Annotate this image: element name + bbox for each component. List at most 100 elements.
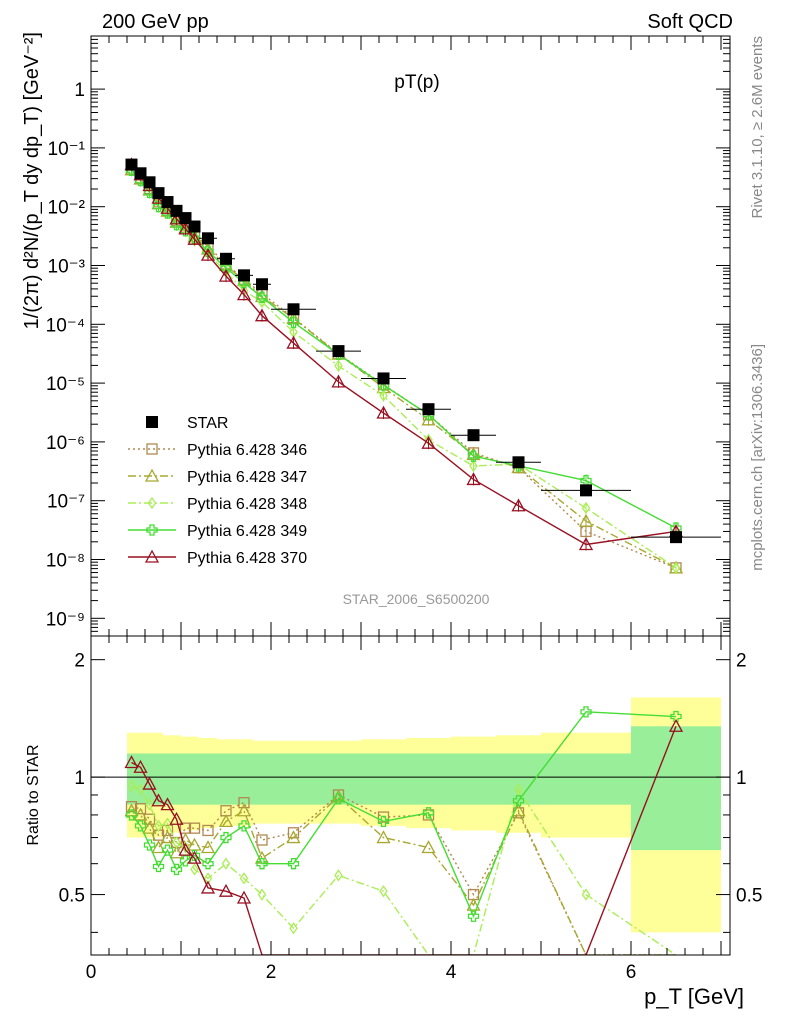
- ratio-point-3: [125, 809, 138, 821]
- ratio-point-1: [133, 807, 148, 821]
- legend-item-2: Pythia 6.428 348: [128, 496, 307, 513]
- star-point: [467, 429, 480, 442]
- series-point-4: [236, 287, 252, 301]
- ratio-point-4: [200, 880, 216, 894]
- ratio-point-3: [512, 795, 525, 807]
- series-point-4: [578, 537, 594, 551]
- main-data-layer: [124, 157, 721, 575]
- ratio-band-inner: [163, 753, 172, 805]
- star-point: [188, 220, 201, 233]
- star-point: [580, 484, 592, 497]
- ratio-point-1: [200, 840, 216, 854]
- ratio-point-0: [161, 824, 174, 837]
- ratio-point-1: [142, 820, 157, 834]
- ratio-point-1: [160, 830, 175, 844]
- ratio-axes: 0 2 4 6 0.5 0.5 1 1 2 2: [59, 636, 762, 983]
- y-tick-label: 10⁻⁶: [46, 433, 85, 454]
- ratio-point-1: [218, 814, 234, 828]
- series-point-4: [254, 308, 270, 322]
- series-line-2: [130, 165, 677, 569]
- star-point: [512, 456, 525, 469]
- legend-label-star: STAR: [187, 415, 228, 432]
- series-point-3: [287, 316, 300, 328]
- legend-item-1: Pythia 6.428 347: [128, 468, 307, 486]
- series-point-2: [469, 459, 478, 473]
- series-point-4: [376, 405, 391, 419]
- ratio-point-3: [134, 820, 147, 832]
- ratio-point-4: [668, 718, 684, 732]
- x-axis-label: p_T [GeV]: [644, 984, 744, 1009]
- star-point: [238, 269, 250, 282]
- star-point: [422, 403, 435, 416]
- ratio-point-2: [289, 922, 298, 935]
- series-point-2: [581, 501, 591, 515]
- ratio-point-0: [202, 824, 214, 837]
- header-left-label: 200 GeV pp: [102, 11, 209, 33]
- ratio-point-4: [142, 776, 157, 790]
- ratio-data-layer: [91, 697, 730, 955]
- ratio-point-3: [422, 807, 435, 819]
- ratio-band-inner: [217, 753, 235, 805]
- legend-marker-3: [146, 524, 158, 536]
- series-point-4: [200, 247, 216, 261]
- ratio-point-1: [151, 840, 166, 854]
- star-point: [220, 252, 232, 265]
- ratio-point-2: [239, 872, 249, 885]
- ratio-point-2: [257, 888, 267, 901]
- ratio-point-1: [169, 845, 184, 859]
- star-point: [152, 187, 165, 200]
- y-tick-label: 10⁻²: [48, 198, 86, 219]
- analysis-watermark: STAR_2006_S6500200: [343, 591, 490, 607]
- ratio-point-3: [238, 820, 250, 832]
- ratio-tick-label-right: 1: [736, 768, 747, 789]
- ratio-point-0: [143, 813, 156, 825]
- ratio-point-2: [221, 857, 231, 870]
- legend: STAR Pythia 6.428 346 Pythia 6.428 347 Pyth…: [128, 415, 307, 567]
- y-axis-label: 1/(2π) d²N/(p_T dy dp_T) [GeV⁻²]: [21, 32, 43, 329]
- ratio-point-0: [238, 797, 250, 809]
- ratio-point-2: [145, 798, 154, 811]
- ratio-point-4: [236, 890, 252, 904]
- y-tick-label: 10⁻⁷: [47, 492, 85, 513]
- ratio-point-4: [178, 842, 193, 856]
- ratio-point-3: [287, 858, 300, 870]
- series-point-4: [511, 498, 526, 512]
- ratio-point-0: [134, 803, 147, 815]
- legend-marker-1: [144, 468, 160, 482]
- ratio-point-3: [220, 831, 232, 844]
- ratio-point-2: [190, 863, 199, 876]
- legend-label-0: Pythia 6.428 346: [187, 442, 307, 459]
- y-tick-label: 10⁻⁸: [46, 550, 85, 571]
- legend-item-3: Pythia 6.428 349: [128, 523, 307, 540]
- ratio-line-0: [131, 794, 676, 955]
- ratio-band-inner: [235, 753, 253, 805]
- star-point: [170, 204, 183, 217]
- main-axes: 10⁻⁹ 10⁻⁸ 10⁻⁷ 10⁻⁶ 10⁻⁵ 10⁻⁴ 10⁻³ 10⁻² 10⁻¹ 1: [46, 35, 730, 637]
- series-point-4: [331, 374, 346, 388]
- ratio-tick-label: 2: [74, 651, 85, 672]
- ratio-band-inner: [199, 753, 217, 805]
- star-point: [202, 232, 214, 245]
- series-point-3: [256, 291, 268, 303]
- ratio-band-inner: [253, 753, 271, 805]
- star-point: [287, 303, 300, 316]
- series-point-2: [379, 389, 388, 402]
- ratio-tick-label: 0.5: [59, 886, 85, 907]
- y-tick-label: 10⁻⁵: [46, 374, 85, 395]
- main-panel: 10⁻⁹ 10⁻⁸ 10⁻⁷ 10⁻⁶ 10⁻⁵ 10⁻⁴ 10⁻³ 10⁻² 10⁻¹ 1 pT…: [21, 32, 731, 637]
- ratio-point-0: [188, 822, 201, 834]
- ratio-band-inner: [271, 753, 316, 805]
- series-point-1: [421, 412, 436, 426]
- x-tick-label: 2: [266, 962, 277, 983]
- ratio-point-3: [256, 858, 268, 870]
- ratio-point-3: [152, 860, 165, 873]
- series-point-3: [179, 225, 192, 237]
- series-line-4: [130, 164, 677, 546]
- ratio-panel: 0 2 4 6 0.5 0.5 1 1 2 2 Ratio to STAR: [25, 635, 762, 983]
- ratio-band-inner: [541, 753, 631, 805]
- ratio-point-2: [163, 817, 172, 830]
- series-point-4: [286, 335, 301, 349]
- plot-title: pT(p): [394, 72, 439, 93]
- legend-item-star: STAR: [146, 415, 228, 432]
